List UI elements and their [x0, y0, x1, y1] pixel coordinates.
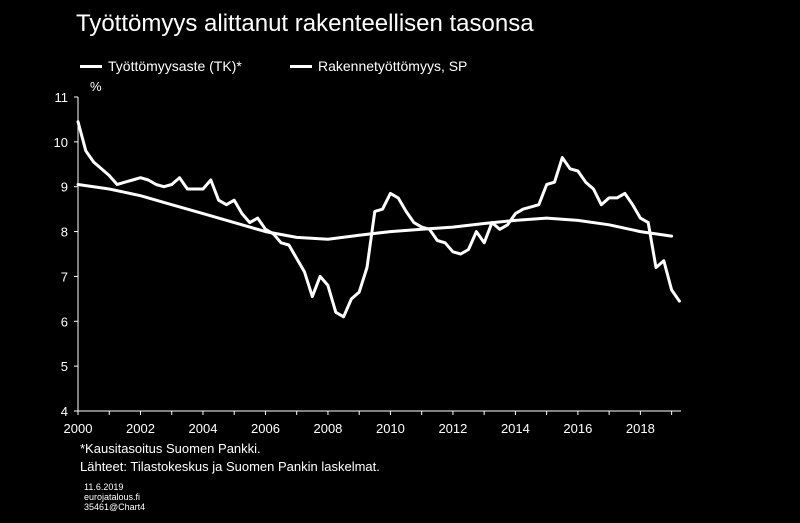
y-tick-label: 11: [55, 90, 69, 105]
x-tick-label: 2002: [126, 421, 155, 436]
chart-title: Työttömyys alittanut rakenteellisen taso…: [76, 10, 534, 37]
x-tick-label: 2016: [563, 421, 592, 436]
x-tick-label: 2004: [189, 421, 218, 436]
y-tick-label: 8: [61, 225, 68, 240]
legend-label-unemployment-rate: Työttömyysaste (TK)*: [108, 58, 242, 74]
legend-label-structural-unemployment: Rakennetyöttömyys, SP: [318, 58, 468, 74]
legend-swatch-unemployment-rate: [80, 64, 102, 68]
x-tick-label: 2000: [64, 421, 93, 436]
publish-date: 11.6.2019: [84, 482, 124, 492]
x-tick-label: 2018: [626, 421, 655, 436]
y-tick-label: 5: [61, 359, 68, 374]
x-tick-label: 2006: [251, 421, 280, 436]
legend-item-unemployment-rate: Työttömyysaste (TK)*: [80, 56, 242, 76]
x-tick-label: 2012: [438, 421, 467, 436]
source-note: Lähteet: Tilastokeskus ja Suomen Pankin …: [80, 459, 380, 474]
y-tick-label: 9: [61, 180, 68, 195]
x-tick-label: 2014: [501, 421, 530, 436]
x-tick-label: 2008: [313, 421, 342, 436]
x-tick-label: 2010: [376, 421, 405, 436]
y-tick-label: 6: [61, 314, 68, 329]
chart-id: 35461@Chart4: [84, 502, 146, 512]
series-line-unemployment-rate: [76, 120, 681, 319]
legend-item-structural-unemployment: Rakennetyöttömyys, SP: [290, 56, 467, 76]
y-axis-label: %: [90, 79, 102, 94]
publisher-site: eurojatalous.fi: [84, 492, 141, 502]
y-tick-label: 10: [54, 135, 68, 150]
y-tick-label: 7: [61, 269, 68, 284]
footnote: *Kausitasoitus Suomen Pankki.: [80, 441, 261, 456]
y-tick-label: 4: [61, 404, 68, 419]
series-line-structural-unemployment: [76, 183, 674, 241]
legend-swatch-structural-unemployment: [290, 64, 312, 68]
